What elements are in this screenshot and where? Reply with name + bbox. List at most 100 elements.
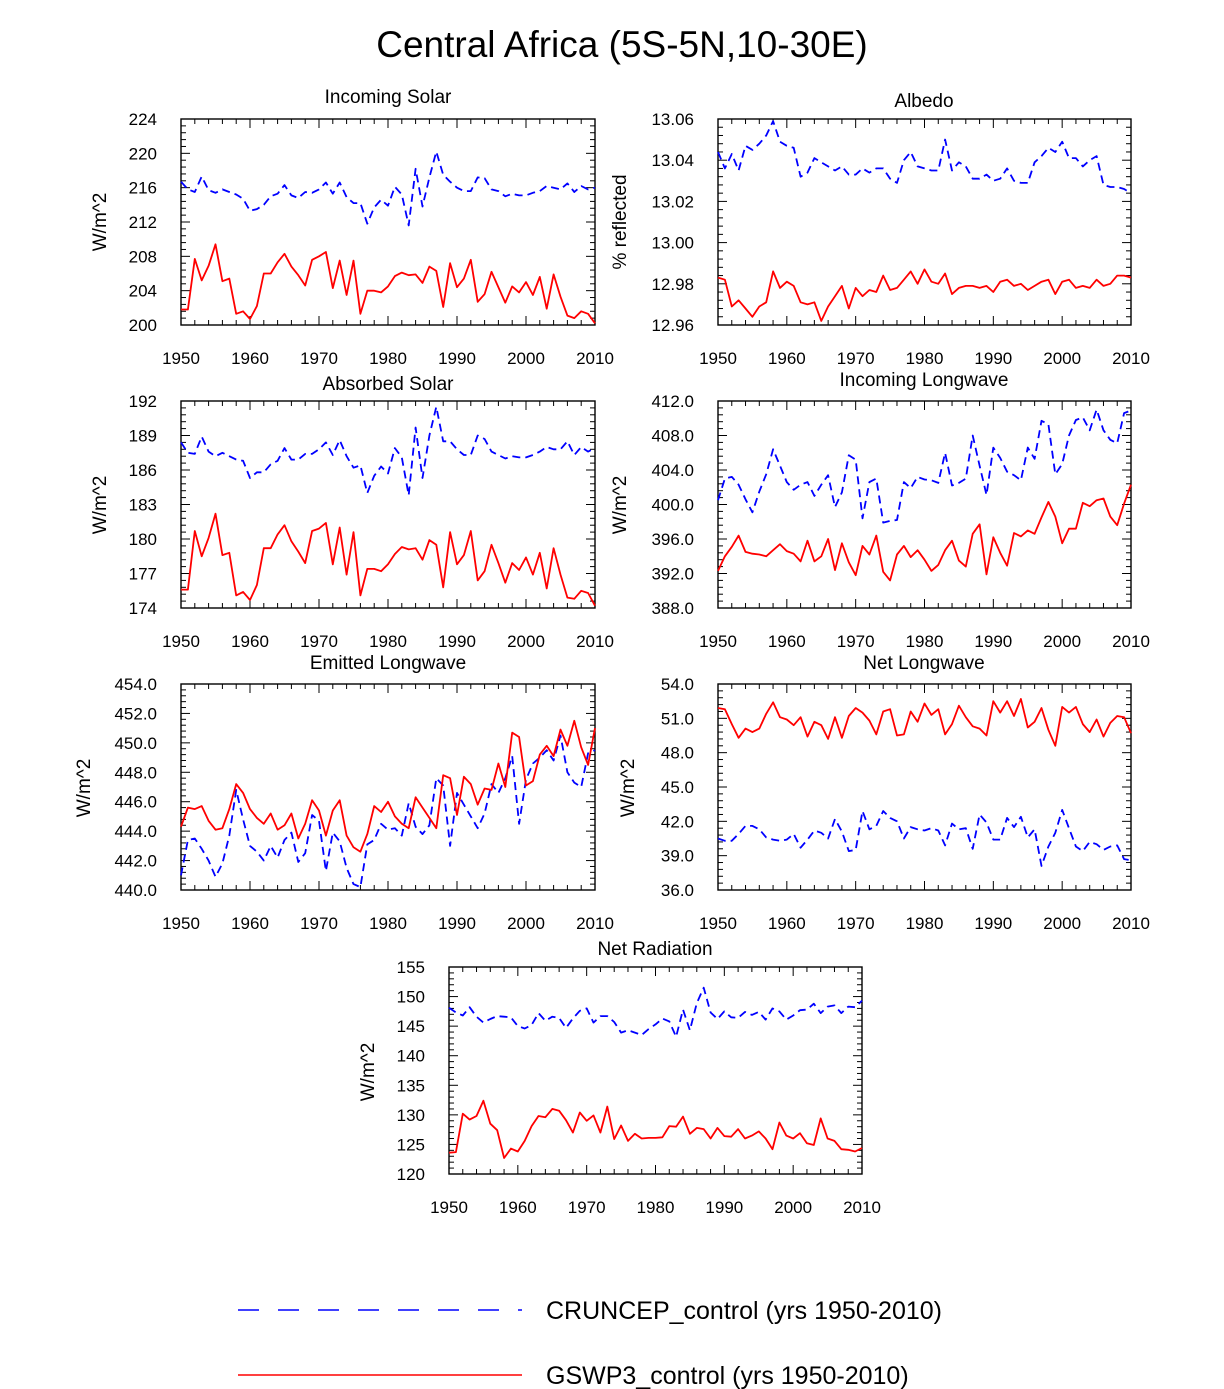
- y-tick-label: 192: [129, 392, 157, 411]
- x-tick-label: 1980: [369, 349, 407, 368]
- y-tick-label: 224: [129, 110, 157, 129]
- x-tick-label: 1970: [300, 632, 338, 651]
- figure-title: Central Africa (5S-5N,10-30E): [376, 24, 867, 65]
- panel-title: Albedo: [894, 91, 953, 112]
- y-tick-label: 140: [397, 1047, 425, 1066]
- y-tick-label: 208: [129, 247, 157, 266]
- y-tick-label: 408.0: [651, 427, 694, 446]
- series-line-gswp3: [181, 243, 596, 324]
- plot-frame: [180, 400, 596, 609]
- x-tick-label: 1990: [438, 632, 476, 651]
- y-tick-label: 48.0: [661, 744, 694, 763]
- x-tick-label: 1990: [438, 914, 476, 933]
- y-tick-label: 404.0: [651, 461, 694, 480]
- plot-frame: [180, 683, 596, 891]
- y-tick-label: 189: [129, 427, 157, 446]
- x-tick-label: 1950: [430, 1198, 468, 1217]
- x-tick-label: 2000: [507, 914, 545, 933]
- x-tick-label: 1950: [699, 349, 737, 368]
- y-tick-label: 392.0: [651, 565, 694, 584]
- y-tick-label: 212: [129, 213, 157, 232]
- x-tick-label: 1950: [162, 349, 200, 368]
- y-tick-label: 155: [397, 958, 425, 977]
- y-tick-label: 450.0: [114, 734, 157, 753]
- y-tick-label: 36.0: [661, 881, 694, 900]
- x-tick-label: 1960: [768, 632, 806, 651]
- x-tick-label: 1980: [637, 1198, 675, 1217]
- legend-label-gswp3: GSWP3_control (yrs 1950-2010): [546, 1362, 909, 1389]
- x-tick-label: 1990: [705, 1198, 743, 1217]
- panel-incoming-longwave: Incoming Longwave W/m^2: [610, 370, 1009, 534]
- y-tick-label: 130: [397, 1106, 425, 1125]
- series-line-gswp3: [717, 268, 1132, 322]
- y-tick-label: 54.0: [661, 675, 694, 694]
- x-tick-label: 1990: [974, 632, 1012, 651]
- x-tick-label: 2000: [507, 349, 545, 368]
- y-tick-label: 13.02: [651, 192, 694, 211]
- y-axis-label: W/m^2: [358, 1043, 379, 1102]
- x-tick-label: 1970: [300, 349, 338, 368]
- y-tick-label: 183: [129, 496, 157, 515]
- x-tick-label: 1960: [231, 914, 269, 933]
- series-line-gswp3: [180, 719, 596, 853]
- y-tick-label: 442.0: [114, 852, 157, 871]
- plot-layer: 1950 1960 1970 1980 1990 2000 2010 200 204 208 212…: [114, 110, 1149, 1217]
- y-tick-label: 220: [129, 144, 157, 163]
- panel-title: Absorbed Solar: [323, 374, 455, 395]
- y-tick-label: 396.0: [651, 530, 694, 549]
- series-line-cruncep: [717, 408, 1132, 524]
- x-tick-label: 2010: [1112, 349, 1150, 368]
- panel-net-radiation: Net Radiation W/m^2: [358, 939, 713, 1101]
- x-tick-label: 1960: [768, 914, 806, 933]
- panel-title: Incoming Solar: [325, 87, 452, 108]
- y-tick-label: 180: [129, 530, 157, 549]
- y-tick-label: 177: [129, 565, 157, 584]
- y-axis-label: W/m^2: [90, 476, 111, 535]
- x-tick-label: 1980: [906, 632, 944, 651]
- y-tick-label: 135: [397, 1076, 425, 1095]
- x-tick-label: 2000: [507, 632, 545, 651]
- legend: CRUNCEP_control (yrs 1950-2010) GSWP3_co…: [238, 1297, 942, 1389]
- x-tick-label: 1980: [369, 914, 407, 933]
- series-line-cruncep: [717, 120, 1132, 194]
- x-tick-label: 1960: [768, 349, 806, 368]
- series-line-cruncep: [180, 405, 596, 497]
- y-axis-label: W/m^2: [74, 759, 95, 818]
- y-tick-label: 216: [129, 179, 157, 198]
- y-tick-label: 120: [397, 1165, 425, 1184]
- x-tick-label: 2010: [1112, 914, 1150, 933]
- x-tick-label: 1950: [162, 914, 200, 933]
- panel-incoming-solar: Incoming Solar W/m^2: [90, 87, 452, 251]
- x-tick-label: 1970: [837, 349, 875, 368]
- y-tick-label: 145: [397, 1017, 425, 1036]
- y-tick-label: 400.0: [651, 496, 694, 515]
- series-line-gswp3: [717, 484, 1132, 582]
- y-tick-label: 412.0: [651, 392, 694, 411]
- x-tick-label: 2010: [576, 632, 614, 651]
- x-tick-label: 1990: [438, 349, 476, 368]
- panel-title: Incoming Longwave: [840, 370, 1009, 391]
- y-tick-label: 452.0: [114, 704, 157, 723]
- x-tick-label: 1960: [231, 632, 269, 651]
- plot-frame: [717, 118, 1132, 326]
- x-tick-label: 1980: [369, 632, 407, 651]
- series-line-gswp3: [717, 698, 1132, 747]
- y-tick-label: 42.0: [661, 812, 694, 831]
- y-tick-label: 204: [129, 282, 157, 301]
- x-tick-label: 1980: [906, 349, 944, 368]
- y-tick-label: 446.0: [114, 793, 157, 812]
- series-line-cruncep: [180, 734, 596, 888]
- x-tick-label: 1950: [162, 632, 200, 651]
- series-line-gswp3: [448, 1099, 863, 1159]
- y-tick-label: 45.0: [661, 778, 694, 797]
- series-line-cruncep: [717, 809, 1132, 867]
- x-tick-label: 1950: [699, 632, 737, 651]
- y-axis-label: W/m^2: [90, 193, 111, 252]
- plot-frame: [448, 966, 863, 1175]
- y-axis-label: % reflected: [610, 174, 631, 269]
- y-tick-label: 454.0: [114, 675, 157, 694]
- x-tick-label: 1990: [974, 349, 1012, 368]
- y-tick-label: 440.0: [114, 881, 157, 900]
- y-tick-label: 12.98: [651, 275, 694, 294]
- x-tick-label: 1970: [837, 914, 875, 933]
